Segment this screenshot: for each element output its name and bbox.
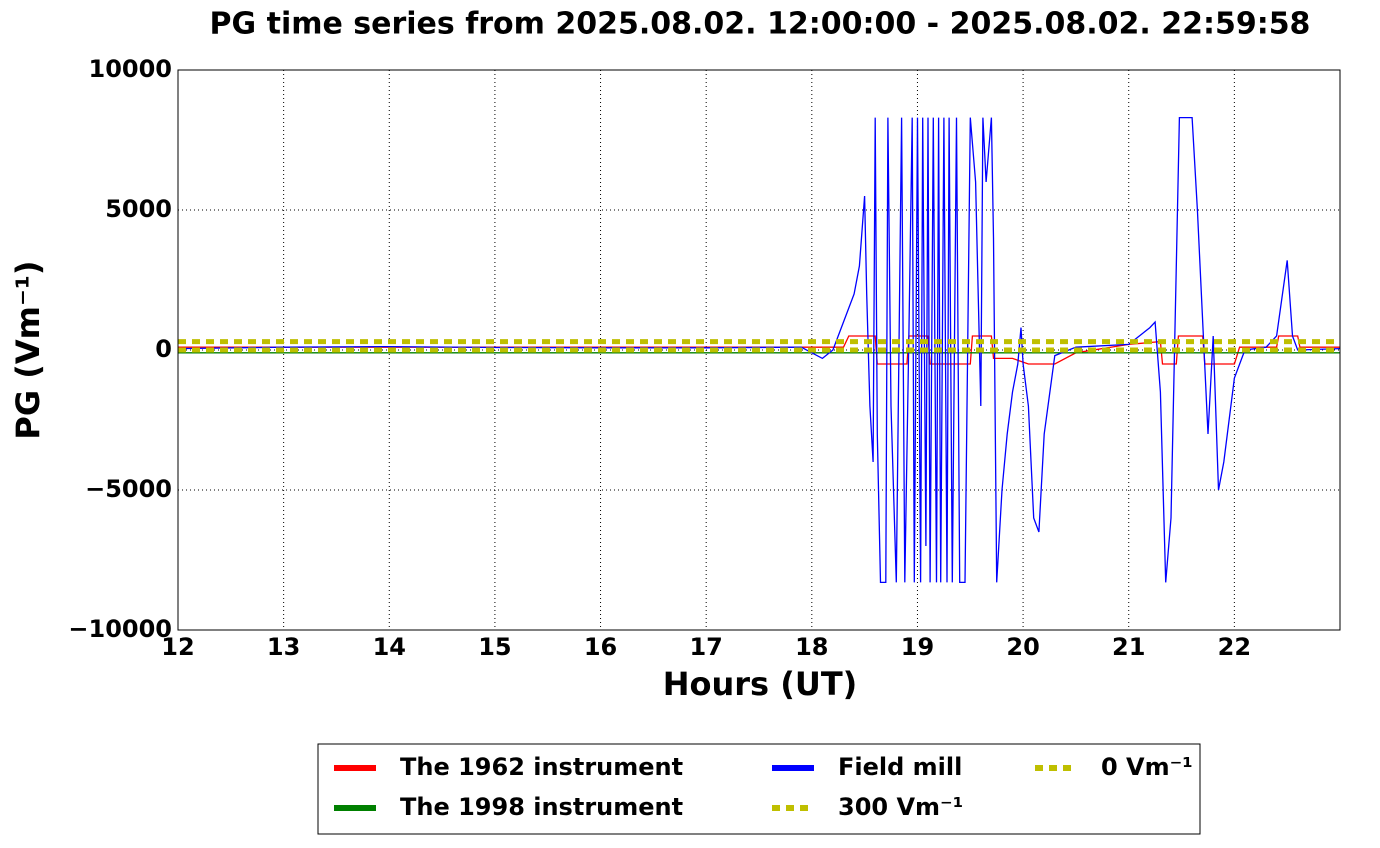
legend-label: Field mill bbox=[838, 753, 962, 781]
x-tick-label: 16 bbox=[584, 633, 617, 661]
x-tick-label: 17 bbox=[689, 633, 722, 661]
y-tick-label: −5000 bbox=[85, 475, 172, 503]
x-tick-label: 19 bbox=[901, 633, 934, 661]
x-tick-label: 12 bbox=[161, 633, 194, 661]
x-tick-label: 14 bbox=[373, 633, 406, 661]
x-tick-label: 20 bbox=[1006, 633, 1039, 661]
x-tick-label: 22 bbox=[1218, 633, 1251, 661]
y-tick-label: −10000 bbox=[68, 615, 172, 643]
x-tick-label: 18 bbox=[795, 633, 828, 661]
y-axis-label: PG (Vm⁻¹) bbox=[9, 260, 47, 439]
plot-frame bbox=[177, 69, 1341, 631]
legend-label: The 1962 instrument bbox=[400, 753, 683, 781]
x-tick-label: 21 bbox=[1112, 633, 1145, 661]
x-tick-label: 13 bbox=[267, 633, 300, 661]
x-axis-label: Hours (UT) bbox=[663, 665, 858, 703]
legend-label: The 1998 instrument bbox=[400, 793, 683, 821]
legend-label: 0 Vm⁻¹ bbox=[1101, 753, 1193, 781]
series-line bbox=[178, 335, 1340, 365]
y-tick-label: 10000 bbox=[89, 55, 173, 83]
legend-label: 300 Vm⁻¹ bbox=[838, 793, 963, 821]
y-tick-label: 0 bbox=[155, 335, 172, 363]
y-tick-label: 5000 bbox=[105, 195, 172, 223]
x-tick-label: 15 bbox=[478, 633, 511, 661]
legend-box bbox=[317, 743, 1201, 835]
chart-title: PG time series from 2025.08.02. 12:00:00… bbox=[210, 7, 1311, 42]
